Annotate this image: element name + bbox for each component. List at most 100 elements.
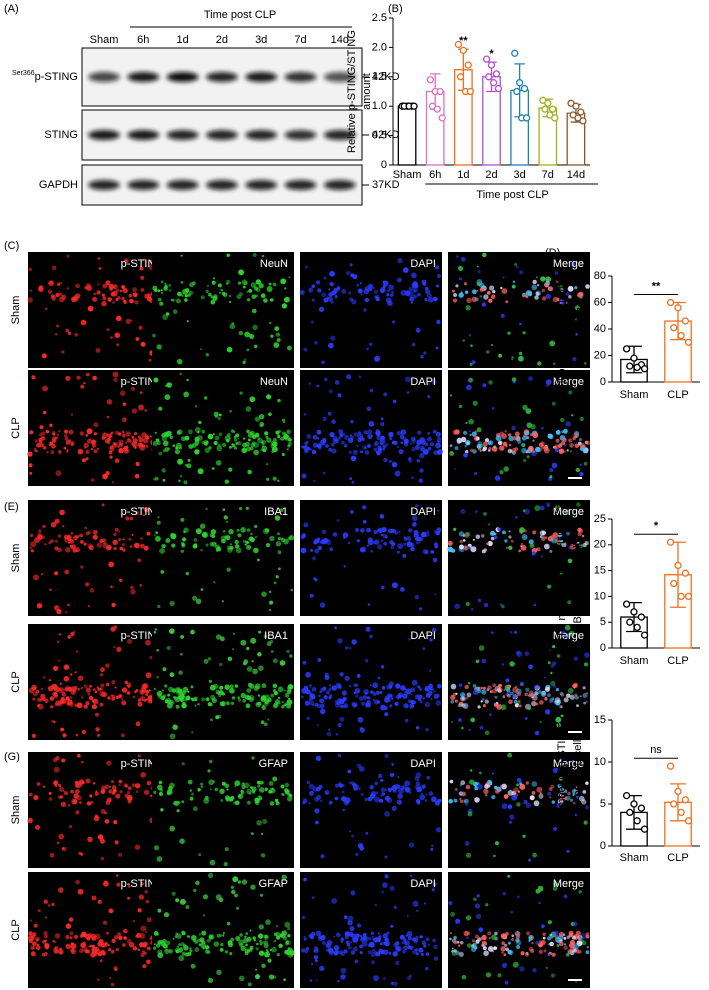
cell: [197, 703, 200, 706]
cell: [43, 930, 48, 936]
cell: [92, 296, 98, 302]
cell: [516, 945, 521, 949]
cell: [132, 292, 138, 298]
cell: [374, 796, 380, 803]
cell: [231, 648, 235, 651]
cell: [106, 931, 109, 935]
cell: [280, 784, 285, 789]
micrograph-bg: [28, 500, 170, 616]
cell: [304, 441, 308, 446]
cell: [507, 331, 511, 335]
cell: [242, 285, 246, 289]
cell: [125, 318, 131, 324]
cell: [259, 942, 263, 946]
cell: [460, 692, 466, 698]
data-point: [466, 87, 474, 96]
cell: [323, 695, 328, 700]
cell: [351, 702, 356, 707]
cell: [80, 852, 84, 856]
cell: [123, 299, 126, 303]
cell: [557, 939, 561, 943]
cell: [433, 690, 436, 693]
cell: [49, 696, 55, 701]
cell: [527, 694, 531, 697]
cell: [484, 438, 490, 443]
cell: [212, 433, 215, 436]
cell: [493, 445, 496, 448]
cell: [45, 916, 48, 919]
cell: [571, 759, 575, 763]
cell: [140, 341, 146, 347]
cell: [327, 411, 332, 416]
cell: [478, 645, 485, 651]
cell: [175, 932, 179, 936]
row-label: STING: [44, 129, 78, 141]
cell: [60, 281, 63, 284]
cell: [235, 441, 239, 446]
cell: [237, 281, 242, 285]
cell: [65, 611, 68, 614]
cell: [172, 444, 176, 448]
cell: [384, 811, 390, 817]
cell: [422, 449, 429, 455]
cell: [465, 852, 472, 858]
cell: [134, 690, 137, 693]
cell: [557, 533, 563, 538]
cell: [487, 931, 492, 936]
cell: [337, 698, 341, 702]
cell: [117, 296, 121, 300]
cell: [255, 279, 261, 285]
blot-band: [245, 130, 278, 140]
cell: [68, 917, 74, 922]
micrograph-bg: [448, 370, 590, 486]
cell: [121, 285, 125, 289]
cell: [55, 332, 58, 336]
cell: [560, 288, 564, 292]
cell: [107, 696, 111, 700]
cell: [248, 289, 253, 293]
cell: [92, 375, 97, 381]
cell: [168, 949, 173, 954]
cell: [276, 338, 281, 342]
cell: [493, 535, 498, 540]
cell: [408, 528, 413, 533]
cell: [287, 934, 291, 938]
data-point: [670, 324, 678, 332]
cell: [508, 949, 514, 955]
cell: [518, 351, 523, 356]
cell: [259, 781, 263, 785]
data-point: [541, 105, 549, 113]
cell: [42, 385, 49, 392]
micrograph-bg: [448, 252, 590, 368]
cell: [77, 888, 84, 895]
cell: [517, 439, 522, 444]
cell: [479, 771, 482, 775]
cell: [427, 432, 430, 435]
cell: [549, 468, 554, 472]
cell: [91, 440, 96, 445]
cell: [315, 979, 318, 982]
cell: [334, 438, 340, 443]
data-point: [511, 49, 519, 57]
cell: [272, 437, 278, 443]
cell: [397, 776, 400, 778]
cell: [75, 733, 79, 737]
cell: [211, 467, 215, 470]
cell: [64, 429, 69, 434]
cell: [209, 542, 214, 547]
cell: [389, 772, 395, 778]
cell: [367, 539, 374, 546]
cell: [176, 358, 183, 365]
cell: [453, 949, 457, 953]
cell: [574, 305, 580, 311]
cell: [458, 266, 464, 271]
cell: [511, 794, 518, 801]
cell: [518, 355, 524, 362]
cell: [155, 535, 161, 542]
cell: [330, 335, 336, 341]
cell: [55, 292, 60, 298]
cell: [275, 541, 282, 547]
cell: [167, 789, 173, 795]
cell: [50, 450, 55, 454]
cell: [200, 942, 206, 949]
